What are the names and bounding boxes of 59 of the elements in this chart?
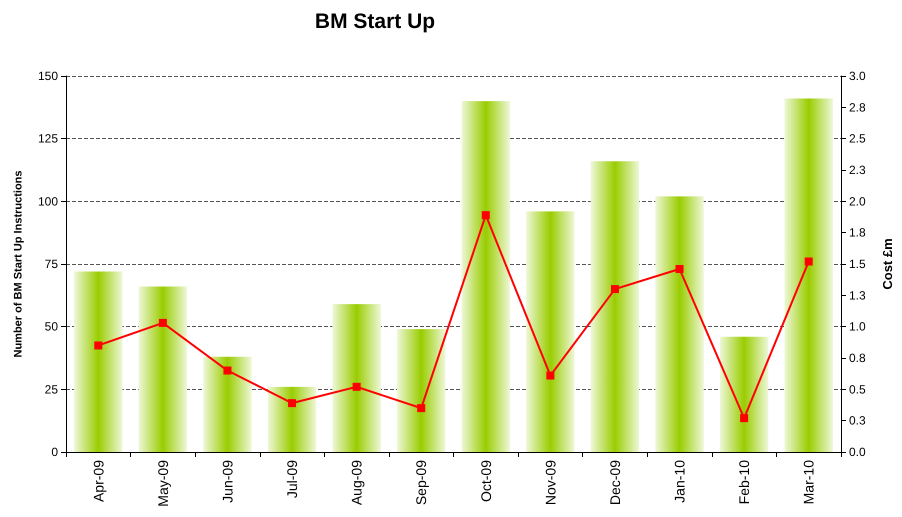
x-tick-label: Aug-09 (348, 460, 365, 506)
y2-tick-label: 2.8 (849, 100, 866, 114)
point (417, 404, 426, 412)
bar (462, 101, 510, 452)
point (676, 265, 684, 274)
y2-tick-label: 3.0 (849, 69, 866, 83)
y-tick-label: 50 (44, 320, 58, 334)
point (740, 414, 748, 422)
y-axis-title: Number of BM Start Up Instructions (12, 170, 24, 358)
x-tick-label: Mar-10 (800, 460, 817, 504)
y2-tick-label: 1.5 (849, 257, 866, 271)
y2-tick-label: 1.3 (849, 288, 866, 302)
x-tick-label: Apr-09 (90, 460, 106, 502)
bar (784, 98, 833, 452)
x-tick-label: Dec-09 (606, 460, 623, 506)
y2-tick-label: 0.0 (849, 445, 866, 459)
point (546, 372, 554, 380)
point (610, 285, 619, 294)
y2-tick-label: 1.8 (849, 226, 866, 240)
y-tick-label: 150 (38, 69, 58, 83)
y2-tick-label: 0.3 (849, 414, 866, 428)
bar (268, 386, 316, 452)
bar (74, 272, 123, 452)
point (804, 257, 813, 266)
point (288, 399, 296, 408)
point (94, 341, 102, 350)
point (482, 211, 490, 220)
y2-axis-title: Cost £m (880, 238, 895, 290)
y2-tick-label: 2.0 (849, 194, 866, 208)
bar (526, 211, 575, 452)
x-tick-label: May-09 (154, 460, 171, 507)
bar (655, 196, 704, 452)
bar (203, 356, 252, 452)
y2-tick-label: 1.0 (849, 320, 866, 334)
x-tick-label: Nov-09 (542, 460, 558, 506)
point (223, 366, 232, 375)
y2-tick-label: 2.3 (849, 163, 866, 177)
bar (590, 161, 640, 452)
y-tick-label: 75 (44, 257, 58, 271)
point (352, 382, 361, 391)
y2-tick-label: 0.8 (849, 351, 866, 365)
point (158, 318, 167, 327)
x-tick-label: Sep-09 (413, 460, 430, 506)
x-tick-label: Jan-10 (672, 460, 688, 503)
y-tick-label: 125 (38, 132, 58, 146)
y-tick-label: 100 (38, 194, 58, 208)
x-tick-label: Jul-09 (284, 460, 300, 498)
x-tick-label: Feb-10 (736, 460, 752, 504)
x-tick-label: Oct-09 (478, 460, 494, 502)
x-tick-label: Jun-09 (219, 460, 236, 503)
bar (138, 286, 188, 452)
y-tick-label: 0 (51, 445, 58, 459)
bar (332, 304, 381, 452)
y2-tick-label: 2.5 (849, 132, 866, 146)
y2-tick-label: 0.5 (849, 382, 866, 396)
chart-title: BM Start Up (314, 10, 436, 33)
bar (396, 329, 446, 452)
bar (720, 336, 768, 452)
y-tick-label: 25 (44, 382, 58, 396)
